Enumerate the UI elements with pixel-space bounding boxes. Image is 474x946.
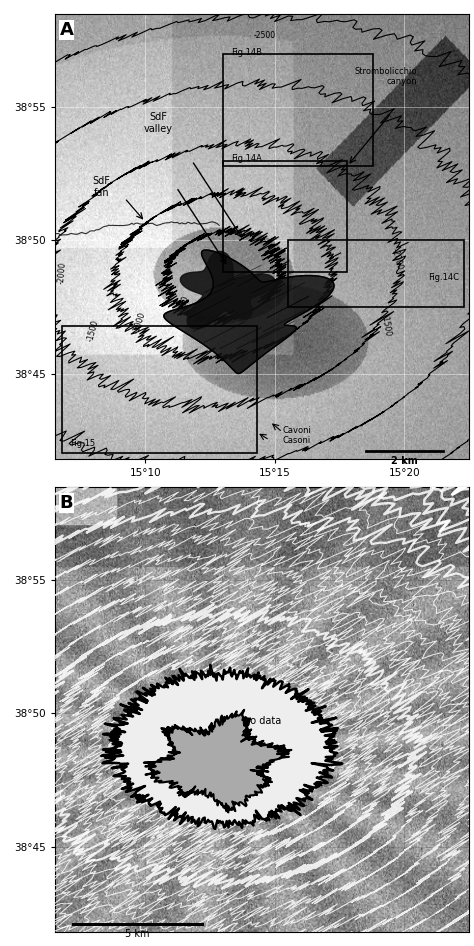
Text: -2000: -2000 bbox=[57, 261, 68, 284]
Text: -1000: -1000 bbox=[132, 311, 148, 335]
Text: Strombolicchio
canyon: Strombolicchio canyon bbox=[355, 66, 418, 86]
Bar bbox=[223, 54, 374, 166]
Polygon shape bbox=[164, 250, 334, 374]
Text: 5 km: 5 km bbox=[125, 929, 150, 939]
Text: -1500: -1500 bbox=[86, 319, 100, 342]
Text: no data: no data bbox=[244, 716, 281, 727]
Text: Fig.14A: Fig.14A bbox=[231, 154, 262, 164]
Text: A: A bbox=[60, 21, 73, 39]
Text: B: B bbox=[60, 494, 73, 512]
Polygon shape bbox=[101, 665, 342, 829]
Text: Fig.15: Fig.15 bbox=[70, 439, 95, 448]
Bar bbox=[223, 161, 347, 272]
Text: SdF
fan: SdF fan bbox=[92, 177, 110, 198]
Text: Fig.14B: Fig.14B bbox=[231, 48, 262, 57]
Text: -2000: -2000 bbox=[390, 247, 404, 271]
Text: SdF
valley: SdF valley bbox=[144, 113, 173, 134]
Text: Cavoni
Casoni: Cavoni Casoni bbox=[283, 426, 311, 446]
Polygon shape bbox=[180, 252, 275, 329]
Polygon shape bbox=[144, 710, 292, 813]
Text: -2500: -2500 bbox=[254, 31, 275, 40]
Text: -500: -500 bbox=[177, 295, 191, 314]
Text: Fig.14C: Fig.14C bbox=[428, 273, 459, 282]
Text: 2 km: 2 km bbox=[391, 456, 418, 466]
Bar bbox=[62, 325, 257, 453]
Bar bbox=[288, 240, 464, 307]
Text: -1500: -1500 bbox=[380, 314, 392, 338]
